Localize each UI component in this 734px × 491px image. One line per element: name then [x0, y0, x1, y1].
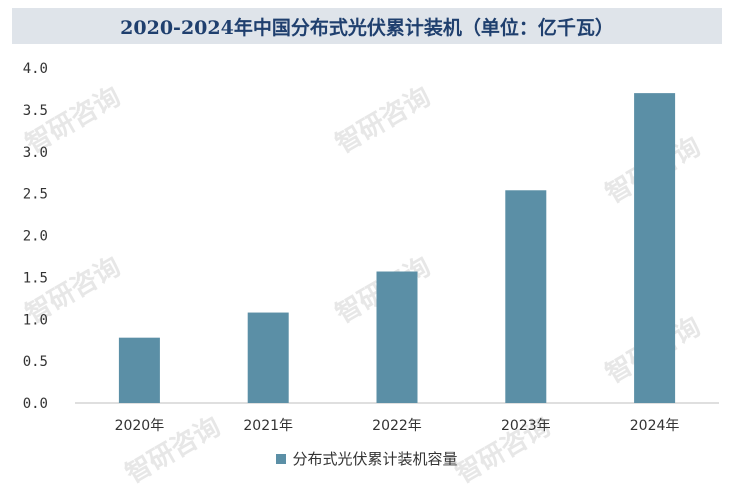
y-tick-label: 3.0: [23, 145, 48, 161]
legend: 分布式光伏累计装机容量: [0, 448, 734, 469]
x-tick-label: 2022年: [372, 418, 422, 434]
y-tick-label: 0.0: [23, 396, 48, 412]
y-tick-label: 0.5: [23, 354, 48, 370]
y-tick-label: 3.5: [23, 103, 48, 119]
legend-swatch: [276, 453, 287, 464]
y-tick-label: 4.0: [23, 61, 48, 77]
x-tick-label: 2020年: [115, 418, 165, 434]
chart-title-bar: 2020-2024年中国分布式光伏累计装机（单位：亿千瓦）: [12, 8, 722, 44]
bar: [634, 93, 676, 403]
bar: [118, 337, 160, 403]
legend-label: 分布式光伏累计装机容量: [292, 450, 458, 468]
bar: [505, 190, 547, 403]
y-tick-label: 1.0: [23, 312, 48, 328]
x-tick-label: 2023年: [501, 418, 551, 434]
bar: [247, 312, 289, 403]
bar-chart: 0.0 0.5 1.0 1.5 2.0 2.5 3.0 3.5 4.0 2020年 2021年 202…: [23, 61, 719, 434]
chart-title: 2020-2024年中国分布式光伏累计装机（单位：亿千瓦）: [120, 16, 614, 39]
x-tick-label: 2024年: [630, 418, 680, 434]
y-tick-label: 2.5: [23, 187, 48, 203]
y-tick-label: 1.5: [23, 270, 48, 286]
x-tick-label: 2021年: [243, 418, 293, 434]
bar: [376, 271, 418, 403]
y-tick-label: 2.0: [23, 229, 48, 245]
